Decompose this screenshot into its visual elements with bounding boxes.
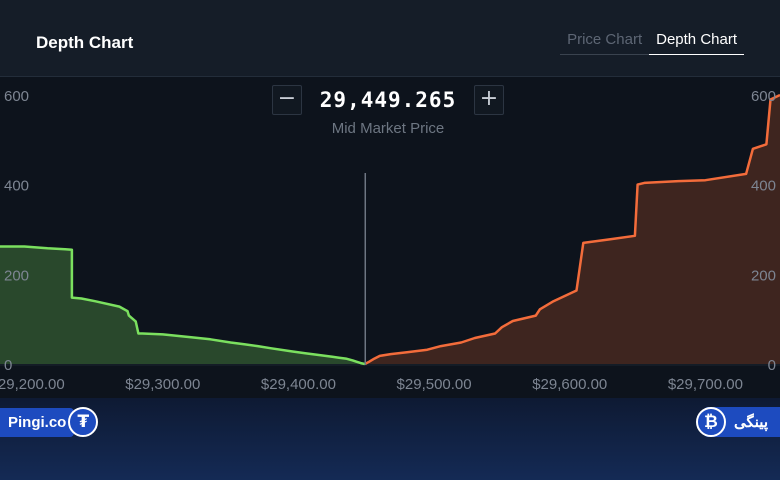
- y-tick-label-right: 600: [751, 88, 776, 105]
- y-tick-label-left: 200: [4, 267, 29, 284]
- y-tick-label-right: 200: [751, 267, 776, 284]
- y-tick-label-right: 0: [768, 357, 776, 374]
- bids-depth-area: [0, 246, 365, 364]
- tether-icon: ₮: [68, 407, 99, 437]
- tab-price-chart[interactable]: Price Chart: [560, 31, 650, 55]
- chart-header: Depth Chart Price Chart Depth Chart: [0, 0, 780, 77]
- brand-left-text: Pingi.co: [0, 407, 75, 437]
- brand-right: ₿ پینگی: [695, 407, 780, 437]
- asks-depth-line: [364, 93, 780, 366]
- depth-chart-svg: 600 600 400 400 200 200 0 0 $29,200.00 $29,300.00…: [0, 88, 780, 393]
- y-tick-label-left: 0: [4, 357, 12, 374]
- y-tick-label-right: 400: [751, 178, 776, 195]
- mid-market-price-label: Mid Market Price: [331, 120, 445, 137]
- minus-icon: −: [277, 86, 297, 111]
- plus-icon: +: [479, 86, 499, 111]
- page-title: Depth Chart: [36, 33, 134, 52]
- mid-market-price-value: 29,449.265: [319, 88, 457, 112]
- x-tick-label: $29,600.00: [532, 376, 607, 393]
- zoom-out-button[interactable]: −: [272, 85, 302, 115]
- y-tick-label-left: 600: [4, 88, 29, 105]
- brand-left: Pingi.co ₮: [0, 407, 99, 437]
- asks-depth-area: [364, 95, 780, 364]
- mid-market-panel: − 29,449.265 + Mid Market Price: [272, 85, 504, 137]
- zoom-in-button[interactable]: +: [474, 85, 504, 115]
- x-tick-label: $29,400.00: [261, 376, 336, 393]
- footer-banner: [0, 398, 780, 480]
- x-tick-label: $29,300.00: [125, 376, 200, 393]
- tab-depth-chart[interactable]: Depth Chart: [649, 31, 744, 55]
- x-tick-label: $29,200.00: [0, 376, 65, 393]
- bitcoin-icon: ₿: [695, 407, 726, 437]
- chart-tabs: Price Chart Depth Chart: [560, 31, 744, 55]
- bids-depth-line: [0, 245, 366, 366]
- y-tick-label-left: 400: [4, 178, 29, 195]
- x-tick-label: $29,700.00: [668, 376, 743, 393]
- x-tick-label: $29,500.00: [397, 376, 472, 393]
